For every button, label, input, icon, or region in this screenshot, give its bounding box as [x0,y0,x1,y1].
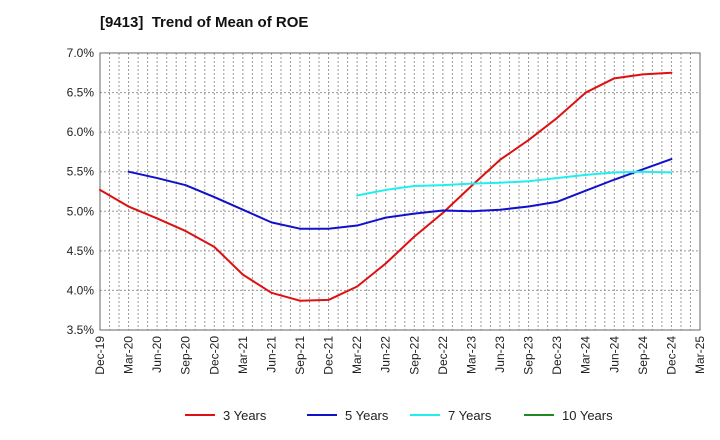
series-line-3-years [99,71,673,302]
axis-layer: 3.5% 4.0% 4.5% 5.0% 5.5% 6.0% 6.5% 7.0% Dec-19 Ma… [67,46,707,375]
x-tick-label: Sep-23 [522,336,536,375]
x-tick-label: Mar-25 [693,336,707,374]
series-line-7-years [356,170,673,197]
x-tick-label: Dec-24 [664,336,678,375]
x-tick-label: Dec-22 [436,336,450,375]
y-tick-label: 4.5% [67,244,95,258]
y-tick-label: 7.0% [67,46,95,60]
x-tick-label: Dec-20 [207,336,221,375]
x-tick-label: Mar-23 [464,336,478,374]
x-tick-label: Dec-23 [550,336,564,375]
x-tick-label: Dec-19 [93,336,107,375]
x-tick-label: Mar-22 [350,336,364,374]
series-layer [99,71,673,302]
x-tick-label: Jun-21 [264,336,278,373]
x-tick-label: Sep-21 [293,336,307,375]
legend-label: 3 Years [223,408,267,423]
y-tick-label: 5.0% [67,204,95,218]
x-tick-label: Sep-24 [636,336,650,375]
legend-label: 10 Years [562,408,613,423]
plot-area [100,53,700,330]
y-tick-label: 4.0% [67,283,95,297]
x-tick-label: Sep-20 [179,336,193,375]
series-line-5-years [127,158,673,230]
x-tick-label: Mar-24 [579,336,593,374]
x-tick-label: Mar-21 [236,336,250,374]
x-tick-label: Jun-24 [607,336,621,373]
y-tick-label: 6.0% [67,125,95,139]
x-tick-label: Jun-22 [379,336,393,373]
legend-label: 5 Years [345,408,389,423]
x-tick-label: Jun-23 [493,336,507,373]
x-tick-label: Mar-20 [122,336,136,374]
y-tick-label: 3.5% [67,323,95,337]
plot-border [99,52,701,331]
legend-label: 7 Years [448,408,492,423]
grid-layer [100,52,700,331]
y-tick-label: 5.5% [67,165,95,179]
y-tick-label: 6.5% [67,86,95,100]
legend: 3 Years 5 Years 7 Years 10 Years [185,408,613,423]
x-tick-label: Sep-22 [407,336,421,375]
chart-title: [9413] Trend of Mean of ROE [100,14,309,31]
x-tick-label: Jun-20 [150,336,164,373]
x-tick-label: Dec-21 [322,336,336,375]
